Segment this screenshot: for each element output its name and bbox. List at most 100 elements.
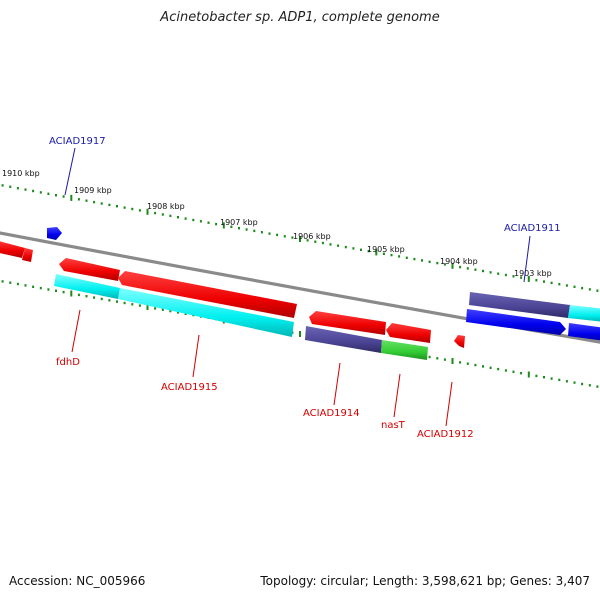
lower-minor-tick bbox=[428, 355, 431, 359]
upper-minor-tick bbox=[268, 232, 271, 235]
forward-strand-features bbox=[0, 227, 600, 322]
upper-major-tick bbox=[70, 194, 73, 201]
upper-minor-tick bbox=[497, 272, 500, 275]
gene-nasT-arrow[interactable] bbox=[386, 323, 431, 343]
upper-minor-tick bbox=[390, 253, 393, 257]
gene-ACIAD1915-arrow[interactable] bbox=[118, 271, 297, 318]
upper-minor-tick bbox=[504, 273, 507, 277]
upper-major-tick bbox=[299, 236, 301, 242]
upper-minor-tick bbox=[314, 240, 317, 243]
gene-fdhD-cyan-bar[interactable] bbox=[54, 274, 120, 299]
lower-major-tick bbox=[451, 358, 454, 364]
gene-label-ACIAD1914[interactable]: ACIAD1914 bbox=[303, 408, 360, 419]
lower-tick-row bbox=[1, 280, 599, 388]
upper-minor-tick bbox=[16, 187, 19, 190]
gene-label-nasT[interactable]: nasT bbox=[381, 420, 406, 431]
gene-cyan-right-edge[interactable] bbox=[568, 305, 600, 322]
lower-minor-tick bbox=[131, 303, 134, 306]
upper-minor-tick bbox=[581, 286, 584, 290]
upper-minor-tick bbox=[489, 271, 492, 274]
upper-minor-tick bbox=[321, 241, 324, 245]
upper-minor-tick bbox=[62, 195, 65, 198]
lower-minor-tick bbox=[138, 304, 141, 307]
gene-label-fdhD[interactable]: fdhD bbox=[56, 357, 80, 368]
upper-minor-tick bbox=[238, 227, 240, 230]
lower-minor-tick bbox=[489, 366, 492, 369]
upper-minor-tick bbox=[382, 252, 385, 255]
upper-minor-tick bbox=[108, 203, 111, 207]
upper-minor-tick bbox=[230, 225, 233, 228]
gene-ACIAD1912-arrow[interactable] bbox=[454, 335, 465, 348]
upper-minor-tick bbox=[55, 194, 57, 197]
gene-label-ACIAD1912[interactable]: ACIAD1912 bbox=[417, 429, 474, 440]
gene-ACIAD1914-arrow[interactable] bbox=[309, 311, 386, 335]
upper-minor-tick bbox=[573, 285, 576, 288]
upper-minor-tick bbox=[360, 248, 362, 251]
upper-minor-tick bbox=[276, 233, 279, 237]
lower-minor-tick bbox=[16, 282, 19, 286]
lower-minor-tick bbox=[443, 358, 446, 361]
lower-minor-tick bbox=[154, 307, 157, 310]
lower-minor-tick bbox=[504, 369, 507, 372]
upper-major-tick bbox=[527, 275, 530, 282]
upper-minor-tick bbox=[199, 220, 202, 223]
upper-minor-tick bbox=[588, 288, 591, 291]
lower-minor-tick bbox=[497, 367, 500, 371]
gene-ACIAD1917-arrow[interactable] bbox=[47, 227, 62, 240]
tick-label-1910: 1910 kbp bbox=[2, 169, 40, 178]
lower-major-tick bbox=[299, 331, 301, 337]
lower-minor-tick bbox=[100, 297, 103, 301]
lower-major-tick bbox=[70, 290, 73, 297]
upper-minor-tick bbox=[93, 200, 96, 204]
lower-minor-tick bbox=[184, 312, 187, 315]
gene-label-ACIAD1915[interactable]: ACIAD1915 bbox=[161, 382, 218, 393]
lower-minor-tick bbox=[520, 372, 523, 375]
upper-minor-tick bbox=[283, 235, 286, 238]
lower-minor-tick bbox=[93, 296, 96, 299]
gene-red-left-edge[interactable] bbox=[0, 240, 25, 258]
upper-minor-tick bbox=[367, 249, 370, 253]
gene-ACIAD1911-purple-bar[interactable] bbox=[469, 292, 570, 318]
tick-label-1905: 1905 kbp bbox=[367, 245, 405, 254]
gene-ACIAD1914-purple-bar[interactable] bbox=[305, 326, 382, 353]
gene-blue-right-edge[interactable] bbox=[568, 323, 600, 341]
lower-minor-tick bbox=[32, 285, 35, 288]
lower-minor-tick bbox=[596, 385, 599, 388]
upper-minor-tick bbox=[413, 257, 416, 261]
lower-minor-tick bbox=[482, 365, 484, 368]
lower-minor-tick bbox=[581, 382, 584, 386]
gene-blue-right-arrow[interactable] bbox=[466, 309, 566, 335]
gene-label-ACIAD1911[interactable]: ACIAD1911 bbox=[504, 223, 561, 234]
upper-minor-tick bbox=[154, 211, 157, 215]
gene-ACIAD1915-cyan-bar[interactable] bbox=[118, 288, 294, 337]
lower-minor-tick bbox=[85, 295, 88, 298]
upper-minor-tick bbox=[184, 217, 187, 220]
upper-major-tick bbox=[146, 208, 149, 215]
upper-minor-tick bbox=[405, 256, 408, 259]
upper-minor-tick bbox=[260, 231, 263, 234]
gene-label-ACIAD1917[interactable]: ACIAD1917 bbox=[49, 136, 106, 147]
tick-label-1903: 1903 kbp bbox=[514, 269, 552, 278]
upper-minor-tick bbox=[9, 185, 12, 188]
tick-label-1907: 1907 kbp bbox=[220, 218, 258, 227]
tick-label-1908: 1908 kbp bbox=[147, 202, 185, 211]
lower-minor-tick bbox=[436, 357, 439, 360]
upper-minor-tick bbox=[131, 207, 134, 211]
lower-minor-tick bbox=[459, 361, 462, 364]
gene-fdhD-arrow[interactable] bbox=[59, 258, 120, 281]
upper-major-tick bbox=[375, 249, 378, 256]
upper-minor-tick bbox=[520, 276, 523, 279]
upper-minor-tick bbox=[482, 269, 484, 273]
upper-minor-tick bbox=[443, 263, 446, 266]
upper-minor-tick bbox=[474, 268, 477, 271]
upper-minor-tick bbox=[39, 191, 42, 194]
gene-red-left-edge-tip[interactable] bbox=[22, 248, 33, 262]
gene-nasT-green-bar[interactable] bbox=[381, 340, 428, 360]
accession-text: Accession: NC_005966 bbox=[9, 574, 146, 588]
label-leaders bbox=[64, 147, 531, 427]
lower-minor-tick bbox=[588, 384, 591, 387]
upper-minor-tick bbox=[161, 213, 164, 216]
upper-minor-tick bbox=[85, 199, 88, 202]
lower-minor-tick bbox=[62, 290, 65, 294]
lower-minor-tick bbox=[550, 377, 553, 380]
